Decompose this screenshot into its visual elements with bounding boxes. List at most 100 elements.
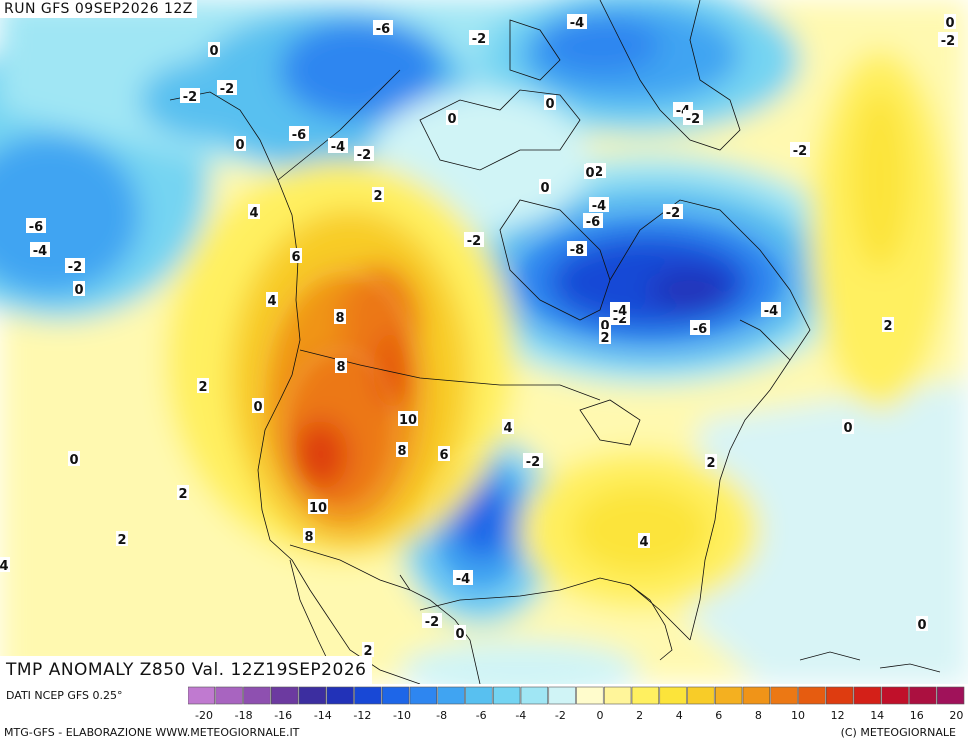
anomaly-field <box>0 0 968 684</box>
svg-text:2: 2 <box>117 533 126 548</box>
svg-text:0: 0 <box>843 421 852 436</box>
contour-value-label: -4 <box>328 138 348 155</box>
contour-value-label: -2 <box>523 453 543 470</box>
contour-value-labels: 0-6-2-4-60-20-2-200-4-2-6-4-20-2240-2-4-… <box>0 14 958 659</box>
legend-swatch <box>548 686 576 705</box>
contour-value-label: 2 <box>372 187 384 204</box>
svg-text:4: 4 <box>0 559 9 574</box>
contour-value-label: 10 <box>398 411 418 428</box>
svg-text:-2: -2 <box>793 144 807 159</box>
legend-swatch <box>853 686 882 705</box>
contour-value-label: -2 <box>683 110 703 127</box>
legend-swatch <box>298 686 327 705</box>
legend-swatch <box>659 686 687 705</box>
contour-value-label: 4 <box>0 557 10 574</box>
svg-text:-2: -2 <box>425 615 439 630</box>
contour-value-label: -6 <box>289 126 309 143</box>
contour-value-label: -4 <box>589 197 609 214</box>
legend-tick-label: -12 <box>353 709 371 722</box>
contour-value-label: 0 <box>842 419 854 436</box>
svg-text:-4: -4 <box>764 304 778 319</box>
contour-value-label: -4 <box>30 242 50 259</box>
legend-swatch <box>270 686 299 705</box>
legend-tick-label: -4 <box>515 709 526 722</box>
legend-swatch <box>714 686 743 705</box>
contour-value-label: 0 <box>454 625 466 642</box>
legend-swatch <box>465 686 493 705</box>
contour-value-label: -2 <box>354 146 374 163</box>
contour-value-label: 0 <box>916 616 928 633</box>
legend-tick-label: -6 <box>476 709 487 722</box>
legend-swatch <box>520 686 549 705</box>
svg-text:2: 2 <box>600 331 609 346</box>
contour-value-label: -6 <box>373 20 393 37</box>
contour-value-label: 2 <box>362 642 374 659</box>
svg-text:-6: -6 <box>292 128 306 143</box>
contour-value-label: -6 <box>583 213 603 230</box>
contour-value-label: 2 <box>882 317 894 334</box>
svg-text:-2: -2 <box>686 112 700 127</box>
contour-value-label: 8 <box>335 358 347 375</box>
contour-value-label: -2 <box>938 32 958 49</box>
svg-text:-2: -2 <box>68 260 82 275</box>
svg-text:2: 2 <box>883 319 892 334</box>
contour-value-label: 4 <box>638 533 650 550</box>
legend-tick-label: -20 <box>195 709 213 722</box>
legend-tick-label: 8 <box>755 709 762 722</box>
svg-text:0: 0 <box>540 181 549 196</box>
contour-value-label: 0 <box>234 136 246 153</box>
contour-value-label: 2 <box>599 329 611 346</box>
contour-value-label: -2 <box>790 142 810 159</box>
contour-value-label: -2 <box>469 30 489 47</box>
legend-tick-label: 6 <box>715 709 722 722</box>
legend-swatch <box>687 686 715 705</box>
legend-swatch <box>188 686 216 705</box>
svg-text:8: 8 <box>336 360 345 375</box>
contour-value-label: 10 <box>308 499 328 516</box>
svg-text:-4: -4 <box>613 304 627 319</box>
legend-tick-label: -8 <box>436 709 447 722</box>
legend-tick-label: 12 <box>831 709 845 722</box>
contour-value-label: 0 <box>599 317 611 334</box>
contour-value-label: 8 <box>334 309 346 326</box>
legend-tick-label: -14 <box>314 709 332 722</box>
svg-text:4: 4 <box>249 206 258 221</box>
svg-text:-4: -4 <box>331 140 345 155</box>
contour-value-label: -2 <box>217 80 237 97</box>
legend-swatch <box>881 686 909 705</box>
contour-value-label: 6 <box>438 446 450 463</box>
contour-value-label: 4 <box>502 419 514 436</box>
color-scale-legend: -20 -18 -16 -14 -12 -10 -8 -6 -4 -2 0 2 4 6 8 10 12 14 16 2… <box>188 686 965 722</box>
contour-value-label: -4 <box>567 14 587 31</box>
contour-value-label: 0 <box>446 110 458 127</box>
legend-swatch <box>936 686 965 705</box>
svg-text:-2: -2 <box>183 90 197 105</box>
contour-lines <box>259 211 791 593</box>
svg-text:0: 0 <box>253 400 262 415</box>
legend-swatch <box>742 686 771 705</box>
svg-text:0: 0 <box>545 97 554 112</box>
legend-tick-label: -2 <box>555 709 566 722</box>
legend-swatch <box>354 686 382 705</box>
contour-value-label: 8 <box>396 442 408 459</box>
contour-value-label: -6 <box>690 320 710 337</box>
svg-text:2: 2 <box>198 380 207 395</box>
temperature-anomaly-map: 0-6-2-4-60-20-2-200-4-2-6-4-20-2240-2-4-… <box>0 0 968 684</box>
svg-text:10: 10 <box>309 501 327 516</box>
contour-value-label: 0 <box>252 398 264 415</box>
legend-tick-label: 16 <box>910 709 924 722</box>
contour-value-label: -2 <box>422 613 442 630</box>
svg-text:2: 2 <box>178 487 187 502</box>
legend-swatch <box>243 686 271 705</box>
svg-text:4: 4 <box>503 421 512 436</box>
svg-text:-4: -4 <box>456 572 470 587</box>
legend-swatch <box>326 686 354 705</box>
legend-swatch <box>798 686 826 705</box>
coastlines <box>169 0 941 684</box>
legend-tick-label: -10 <box>393 709 411 722</box>
contour-value-label: 0 <box>944 14 956 31</box>
credit-right: (C) METEOGIORNALE <box>840 726 956 739</box>
contour-value-label: 0 <box>208 42 220 59</box>
legend-tick-label: 14 <box>870 709 884 722</box>
svg-text:6: 6 <box>291 250 300 265</box>
